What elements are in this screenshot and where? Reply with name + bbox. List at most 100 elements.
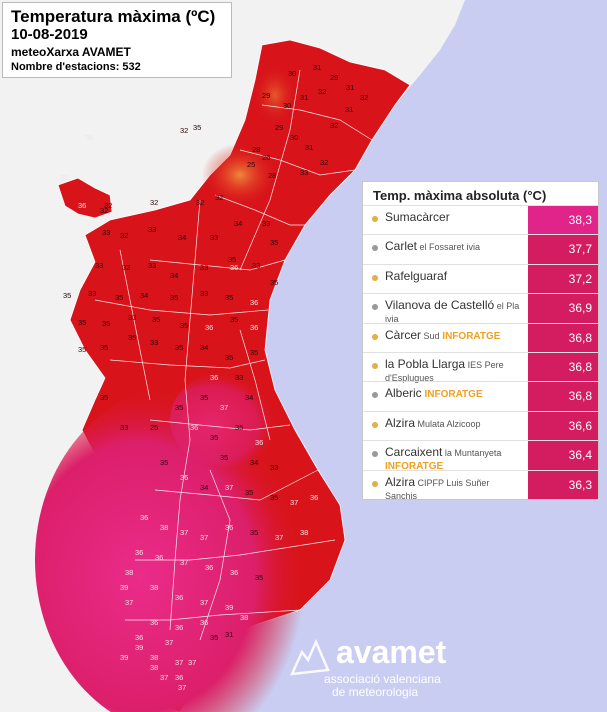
temperature-label: 34 (170, 271, 178, 280)
temperature-label: 29 (275, 123, 283, 132)
station-type-dot-icon (372, 451, 378, 458)
map-title: Temperatura màxima (ºC) (11, 7, 216, 26)
temperature-value: 36,8 (528, 352, 598, 382)
station-site: la Muntanyeta (442, 448, 502, 459)
ranking-row: Càrcer Sud INFORATGE 36,8 (363, 322, 598, 352)
temperature-label: 35 (250, 528, 258, 537)
station-town: la Pobla Llarga (385, 357, 466, 371)
logo-line1: associació valenciana (324, 672, 441, 686)
temperature-label: 34 (200, 483, 208, 492)
temperature-label: 36 (310, 493, 318, 502)
temperature-label: 32 (318, 87, 326, 96)
temperature-label: 35 (270, 278, 278, 287)
temperature-label: 34 (178, 233, 186, 242)
temperature-label: 37 (275, 533, 283, 542)
station-type-dot-icon (372, 333, 378, 340)
temperature-label: 33 (200, 289, 208, 298)
map-date: 10-08-2019 (11, 26, 88, 43)
temperature-label: 33 (210, 233, 218, 242)
temperature-label: 36 (150, 618, 158, 627)
temperature-label: 35 (210, 433, 218, 442)
temperature-label: 35 (128, 333, 136, 342)
temperature-label: 38 (150, 653, 158, 662)
station-town: Alzira (385, 416, 416, 430)
temperature-value: 36,4 (528, 441, 598, 470)
temperature-label: 32 (196, 198, 204, 207)
logo-line2: de meteorologia (332, 685, 419, 699)
temperature-label: 32 (215, 193, 223, 202)
temperature-label: 34 (140, 291, 148, 300)
temperature-value: 36,9 (528, 294, 598, 323)
temperature-label: 35 (170, 293, 178, 302)
temperature-label: 32 (360, 93, 368, 102)
logo-wordmark: avamet (336, 634, 447, 670)
station-name: Alzira CIPFP Luis Suñer Sanchis (385, 476, 521, 503)
ademuz-exclave (57, 177, 113, 219)
temperature-label: 33 (262, 219, 270, 228)
temperature-label: 28 (268, 171, 276, 180)
temperature-label: 36 (200, 618, 208, 627)
station-town: Càrcer (385, 328, 422, 342)
station-network-tag: INFORATGE (421, 389, 483, 401)
temperature-label: 36 (250, 298, 258, 307)
temperature-label: 33 (102, 228, 110, 237)
temperature-label: 29 (262, 91, 270, 100)
temperature-label: 32 (180, 126, 188, 135)
temperature-labels: 3031293132313029252826293031323328323132… (60, 63, 368, 692)
station-site: el Fossaret ivia (417, 242, 481, 253)
station-site: Sud (421, 330, 440, 341)
temperature-label: 26 (262, 153, 270, 162)
temperature-label: 33 (252, 261, 260, 270)
temperature-label: 30 (288, 69, 296, 78)
temperature-label: 39 (135, 643, 143, 652)
temperature-label: 35 (102, 319, 110, 328)
temperature-label: 36 (175, 593, 183, 602)
ranking-row: Carcaixent la Muntanyeta INFORATGE 36,4 (363, 440, 598, 472)
station-town: Alzira (385, 475, 416, 489)
comarca-borders (94, 69, 373, 641)
temperature-label: 33 (270, 463, 278, 472)
avamet-logo: avamet associació valenciana de meteorol… (288, 632, 468, 704)
station-type-dot-icon (372, 421, 378, 428)
temperature-label: 35 (225, 293, 233, 302)
temperature-label: 25 (247, 160, 255, 169)
station-type-dot-icon (372, 392, 378, 399)
temperature-label: 35 (228, 255, 236, 264)
temperature-label: 39 (120, 583, 128, 592)
temperature-label: 36 (85, 133, 93, 142)
temperature-label: 33 (88, 289, 96, 298)
temperature-value: 36,3 (528, 470, 598, 499)
station-count: Nombre d'estacions: 532 (11, 61, 141, 73)
station-name: la Pobla Llarga IES Pere d'Esplugues (385, 358, 521, 385)
temperature-label: 36 (155, 553, 163, 562)
ranking-title: Temp. màxima absoluta (°C) (373, 188, 547, 203)
ranking-row: la Pobla Llarga IES Pere d'Esplugues 36,8 (363, 351, 598, 383)
temperature-label: 36 (135, 548, 143, 557)
temperature-label: 36 (175, 673, 183, 682)
temperature-label: 36 (205, 563, 213, 572)
temperature-label: 35 (220, 453, 228, 462)
temperature-label: 32 (330, 121, 338, 130)
station-name: Alberic INFORATGE (385, 387, 521, 401)
temperature-label: 37 (178, 683, 186, 692)
ranking-rows: Sumacàrcer 38,3 Carlet el Fossaret ivia 37,… (363, 205, 598, 501)
temperature-label: 36 (255, 438, 263, 447)
temperature-label: 39 (120, 653, 128, 662)
station-type-dot-icon (372, 274, 378, 281)
temperature-label: 33 (235, 373, 243, 382)
temperature-label: 36 (78, 201, 86, 210)
temperature-label: 38 (240, 613, 248, 622)
temperature-label: 35 (255, 573, 263, 582)
station-town: Carlet (385, 240, 418, 254)
temperature-value: 37,7 (528, 235, 598, 264)
temperature-label: 37 (188, 658, 196, 667)
temperature-label: 34 (234, 219, 242, 228)
temperature-label: 36 (230, 568, 238, 577)
station-town: Vilanova de Castelló (385, 299, 495, 313)
temperature-label: 38 (150, 583, 158, 592)
temperature-label: 37 (225, 483, 233, 492)
station-name: Rafelguaraf (385, 270, 521, 284)
ranking-row: Vilanova de Castelló el Pla ivia 36,9 (363, 293, 598, 324)
ranking-row: Alzira Mulata Alzicoop 36,6 (363, 410, 598, 441)
temperature-value: 37,2 (528, 264, 598, 294)
